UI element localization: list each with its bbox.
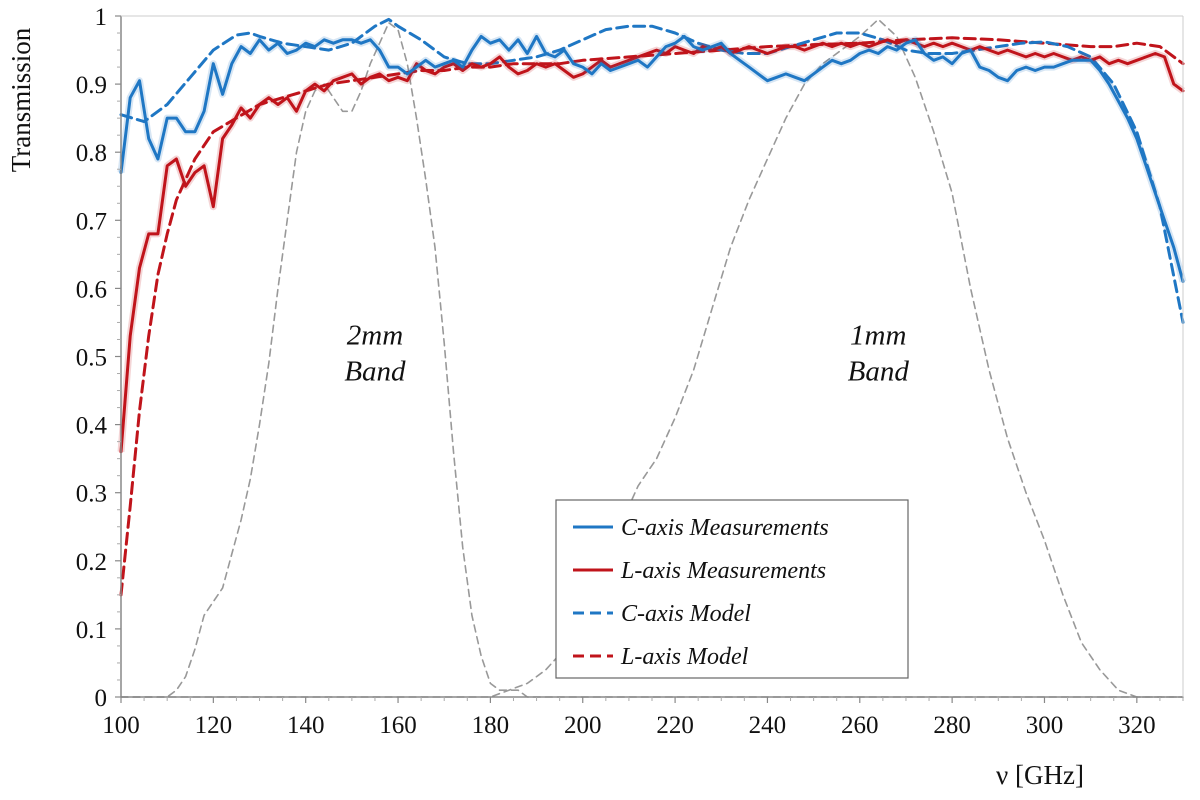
y-tick-label: 0: [95, 685, 108, 712]
y-tick-label: 0.1: [76, 617, 107, 644]
legend-entry-label: C-axis Measurements: [621, 515, 829, 541]
x-tick-label: 320: [1118, 712, 1156, 739]
y-tick-label: 1: [95, 4, 108, 31]
measurement-halo: [117, 32, 1187, 283]
x-tick-label: 220: [656, 712, 694, 739]
x-tick-label: 280: [933, 712, 971, 739]
legend-box: [555, 499, 909, 679]
band-annotations: 2mm Band 1mm Band: [344, 320, 909, 388]
legend-entry-label: L-axis Measurements: [620, 558, 826, 584]
band-label-line: Band: [848, 356, 910, 388]
y-tick-label: 0.4: [76, 413, 108, 440]
y-tick-label: 0.7: [76, 208, 107, 235]
x-axis-title: ν [GHz]: [996, 760, 1084, 790]
c-axis-measurements-line: [119, 34, 1185, 284]
legend: C-axis Measurements L-axis Measurements C-…: [555, 499, 909, 679]
x-tick-label: 300: [1026, 712, 1064, 739]
x-tick-label: 180: [472, 712, 510, 739]
y-tick-label: 0.6: [76, 276, 107, 303]
y-tick-label: 0.2: [76, 549, 107, 576]
y-axis-title: Transmission: [6, 27, 36, 172]
x-tick-label: 240: [749, 712, 787, 739]
band-label-line: 1mm: [850, 320, 906, 352]
band-label-line: Band: [344, 356, 406, 388]
y-tick-label: 0.9: [76, 72, 107, 99]
band-label-line: 2mm: [347, 320, 403, 352]
l-axis-measurements-line: [119, 38, 1185, 454]
x-tick-label: 100: [102, 712, 140, 739]
x-tick-label: 140: [287, 712, 325, 739]
y-tick-label: 0.8: [76, 140, 107, 167]
y-tick-label: 0.3: [76, 481, 107, 508]
x-tick-label: 260: [841, 712, 879, 739]
legend-entry-label: C-axis Model: [621, 601, 751, 627]
x-tick-label: 200: [564, 712, 602, 739]
legend-entry-label: L-axis Model: [620, 644, 749, 670]
y-tick-label: 0.5: [76, 345, 107, 372]
ticks-layer: 100 120 140 160 180 200 220 240 260 280 300 320 0 0.1…: [76, 4, 1184, 739]
band-profile-line: [120, 21, 1184, 698]
x-tick-label: 160: [379, 712, 417, 739]
c-axis-model-line: [119, 17, 1185, 324]
x-tick-label: 120: [195, 712, 233, 739]
